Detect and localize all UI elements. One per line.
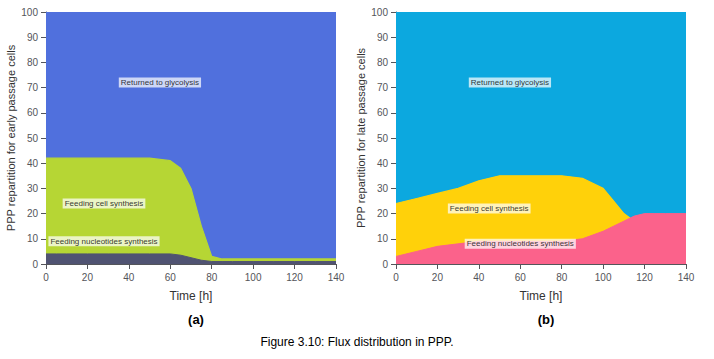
svg-text:Returned to glycolysis: Returned to glycolysis [471,78,549,87]
svg-text:Returned to glycolysis: Returned to glycolysis [121,78,199,87]
svg-text:Feeding nucleotides synthesis: Feeding nucleotides synthesis [50,237,157,246]
svg-text:50: 50 [377,133,389,144]
svg-text:60: 60 [165,272,177,283]
svg-text:140: 140 [678,272,695,283]
svg-text:Feeding cell synthesis: Feeding cell synthesis [65,199,144,208]
svg-text:Figure 3.10: Flux distribution: Figure 3.10: Flux distribution in PPP. [260,335,453,349]
svg-text:90: 90 [27,32,39,43]
svg-text:0: 0 [393,272,399,283]
svg-text:90: 90 [377,32,389,43]
svg-text:0: 0 [382,259,388,270]
svg-text:80: 80 [556,272,568,283]
svg-text:100: 100 [21,7,38,18]
svg-text:20: 20 [432,272,444,283]
svg-text:20: 20 [377,208,389,219]
svg-text:20: 20 [82,272,94,283]
svg-text:100: 100 [595,272,612,283]
svg-text:80: 80 [27,57,39,68]
svg-text:140: 140 [328,272,345,283]
svg-text:60: 60 [27,107,39,118]
svg-text:60: 60 [377,107,389,118]
svg-text:30: 30 [377,183,389,194]
svg-text:PPP repartition for late passa: PPP repartition for late passage cells [355,47,367,228]
svg-text:Time [h]: Time [h] [170,289,213,303]
svg-text:PPP repartition for early pass: PPP repartition for early passage cells [5,44,17,231]
svg-text:70: 70 [377,82,389,93]
svg-text:100: 100 [371,7,388,18]
svg-text:0: 0 [43,272,49,283]
svg-text:10: 10 [27,233,39,244]
svg-text:50: 50 [27,133,39,144]
svg-text:Time [h]: Time [h] [520,289,563,303]
svg-text:10: 10 [377,233,389,244]
svg-text:40: 40 [473,272,485,283]
svg-text:60: 60 [515,272,527,283]
svg-text:Feeding cell synthesis: Feeding cell synthesis [450,204,529,213]
svg-text:0: 0 [32,259,38,270]
svg-text:120: 120 [286,272,303,283]
svg-text:30: 30 [27,183,39,194]
svg-text:40: 40 [27,158,39,169]
svg-text:Feeding nucleotides synthesis: Feeding nucleotides synthesis [467,239,574,248]
svg-text:100: 100 [245,272,262,283]
svg-text:40: 40 [377,158,389,169]
svg-text:80: 80 [377,57,389,68]
svg-text:40: 40 [123,272,135,283]
svg-text:(a): (a) [188,312,204,327]
svg-text:(b): (b) [538,312,555,327]
svg-text:20: 20 [27,208,39,219]
svg-text:120: 120 [636,272,653,283]
svg-text:70: 70 [27,82,39,93]
svg-text:80: 80 [206,272,218,283]
